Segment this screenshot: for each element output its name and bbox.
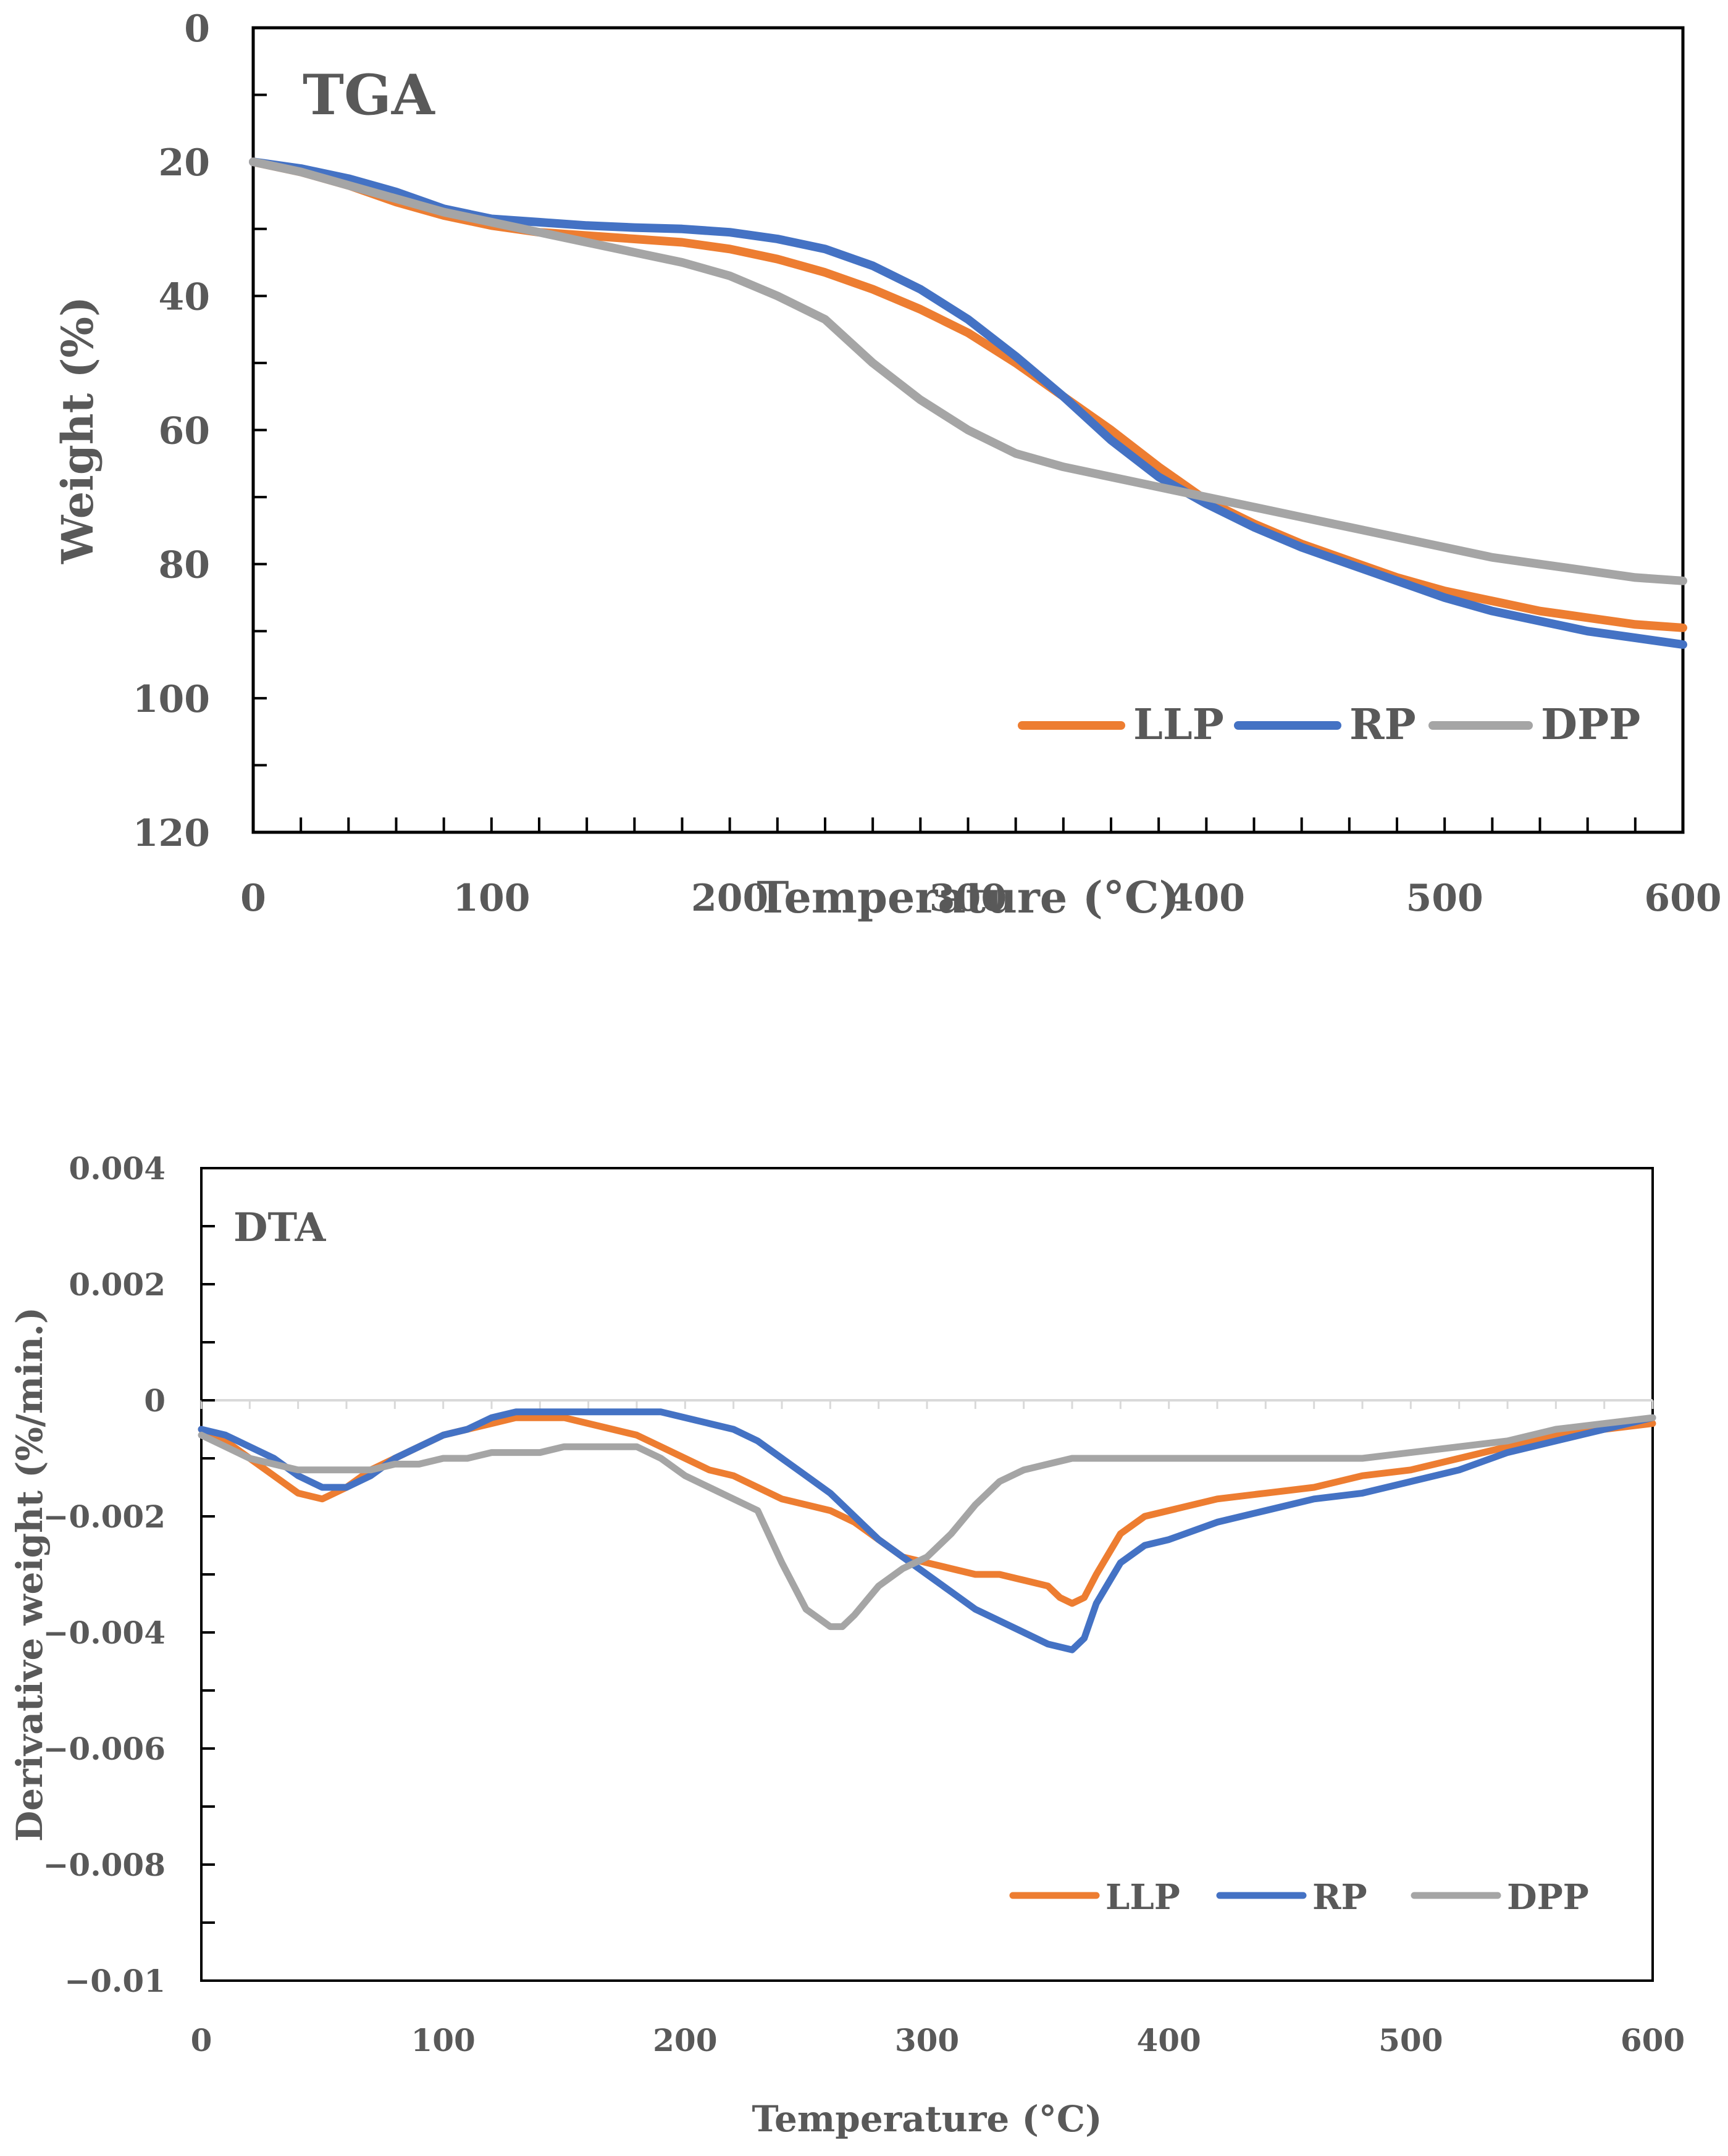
- dta-series-rp-line: [198, 1408, 1656, 1653]
- tga-y-tick-label: 80: [159, 544, 211, 587]
- tga-y-tick-label: 0: [184, 7, 210, 51]
- dta-x-tick-label: 200: [653, 2022, 717, 2058]
- dta-x-tick-label: 500: [1378, 2022, 1443, 2058]
- dta-y-tick-label: 0.002: [69, 1266, 166, 1303]
- tga-x-axis-title: Temperature (°C): [757, 872, 1179, 923]
- dta-series-dpp-line: [198, 1414, 1656, 1631]
- dta-y-tick-label: −0.006: [43, 1731, 166, 1767]
- tga-y-tick-label: 20: [159, 141, 211, 185]
- dta-plot-area: 0.004 0.002 0 −0.002 −0.004 −0.006 −0.008 −0.01…: [43, 1150, 1685, 2058]
- dta-y-tick-label: −0.002: [43, 1498, 166, 1535]
- dta-y-tick-label: −0.01: [64, 1963, 166, 1999]
- tga-series-dpp-line: [249, 157, 1687, 585]
- tga-x-tick-label: 500: [1406, 877, 1483, 920]
- tga-x-tick-label: 600: [1644, 877, 1721, 920]
- dta-legend-label-llp: LLP: [1105, 1877, 1180, 1918]
- tga-series-rp-line: [249, 157, 1687, 649]
- tga-y-tick-label: 100: [133, 678, 210, 721]
- dta-x-tick-label: 0: [191, 2022, 212, 2058]
- dta-y-tick-label: 0.004: [69, 1150, 166, 1187]
- tga-x-tick-label: 100: [453, 877, 530, 920]
- dta-y-axis-title: Derivative weight (%/min.): [9, 1307, 51, 1842]
- tga-y-tick-label: 60: [159, 410, 211, 453]
- tga-y-tick-label: 120: [133, 812, 210, 855]
- tga-x-tick-label: 300: [929, 877, 1007, 920]
- dta-y-tick-label: −0.004: [43, 1615, 166, 1651]
- tga-y-axis-title: Weight (%): [52, 296, 103, 564]
- tga-x-tick-label: 0: [240, 877, 266, 920]
- dta-x-tick-label: 300: [895, 2022, 959, 2058]
- dta-panel-label: DTA: [233, 1205, 327, 1251]
- tga-legend-label-dpp: DPP: [1541, 700, 1640, 750]
- dta-chart: DTA Derivative weight (%/min.) Temperatu…: [9, 1150, 1685, 2140]
- tga-x-tick-label: 400: [1168, 877, 1245, 920]
- tga-legend-label-llp: LLP: [1133, 700, 1224, 750]
- tga-plot-area: 0 20 40 60 80 100 120 0 100 200 300 400 500 600 LLP RP D…: [133, 7, 1722, 920]
- tga-chart: TGA Weight (%) Temperature (°C) 0 20 40 60 8…: [52, 7, 1722, 923]
- dta-x-tick-label: 100: [411, 2022, 475, 2058]
- tga-x-tick-label: 200: [691, 877, 768, 920]
- dta-x-tick-label: 600: [1621, 2022, 1685, 2058]
- dta-y-tick-label: −0.008: [43, 1847, 166, 1883]
- dta-legend-label-rp: RP: [1312, 1877, 1367, 1918]
- tga-series-llp-line: [249, 157, 1687, 632]
- dta-x-tick-label: 400: [1136, 2022, 1201, 2058]
- tga-legend-label-rp: RP: [1349, 700, 1416, 750]
- tga-panel-label: TGA: [303, 62, 435, 128]
- dta-y-tick-label: 0: [144, 1382, 166, 1419]
- tga-y-tick-label: 40: [159, 275, 211, 319]
- dta-legend-label-dpp: DPP: [1507, 1877, 1589, 1918]
- dta-x-axis-title: Temperature (°C): [752, 2098, 1102, 2140]
